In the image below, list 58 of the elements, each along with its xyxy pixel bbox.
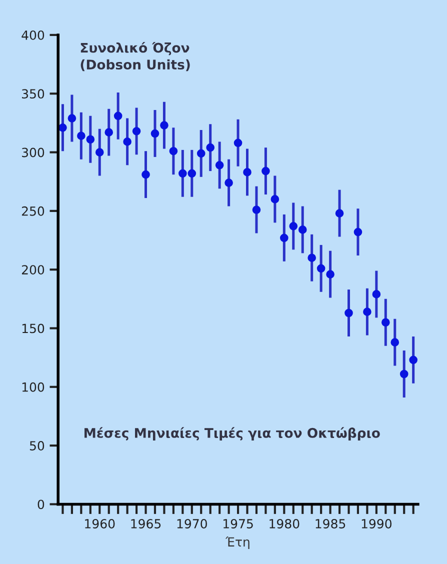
point: [270, 195, 280, 204]
x-tick-label: 1970: [177, 519, 207, 528]
point: [316, 264, 326, 273]
point: [234, 138, 242, 148]
point: [372, 290, 381, 298]
point: [289, 222, 298, 230]
point: [114, 112, 122, 120]
x-tick-label: 1965: [131, 519, 161, 528]
y-tick-label: 50: [30, 441, 44, 450]
x-tick-label: 1980: [270, 519, 300, 528]
y-tick-label: 200: [22, 265, 44, 275]
point: [262, 166, 270, 176]
point: [196, 149, 206, 158]
point: [160, 121, 168, 130]
y-tick-label: 350: [22, 89, 44, 99]
point: [280, 234, 288, 242]
y-tick-label: 400: [22, 30, 44, 40]
point: [142, 170, 150, 179]
point: [104, 128, 114, 137]
point: [178, 169, 187, 178]
point: [390, 338, 400, 346]
y-tick-label: 100: [22, 382, 44, 392]
point: [188, 169, 196, 178]
point: [206, 143, 215, 152]
point: [215, 161, 224, 170]
point: [326, 270, 334, 278]
point: [409, 356, 418, 364]
point: [243, 168, 252, 176]
point: [68, 114, 76, 122]
x-tick-label: 1985: [316, 519, 346, 528]
x-tick-label: 1975: [223, 519, 253, 528]
point: [298, 226, 307, 234]
point: [86, 135, 95, 144]
y-tick-label: 0: [38, 500, 44, 510]
y-tick-label: 150: [22, 324, 44, 334]
point: [150, 129, 160, 138]
x-tick-label: 1990: [362, 519, 392, 528]
x-axis-title: Έτη: [225, 536, 250, 550]
annotation: Μέσες Μηνιαίες Τιμές για τον Οκτώβριο: [84, 427, 380, 440]
y-axis-title: Συνολικό Όζον (Dobson Units): [80, 42, 190, 72]
point: [132, 126, 141, 136]
point: [381, 318, 390, 327]
point: [252, 206, 261, 214]
point: [354, 228, 362, 236]
point: [123, 138, 132, 146]
point: [400, 370, 408, 378]
point: [308, 254, 316, 262]
point: [95, 148, 104, 156]
y-tick-label: 300: [22, 148, 44, 158]
point: [169, 146, 178, 156]
point: [224, 178, 233, 187]
point: [335, 209, 344, 218]
point: [58, 123, 67, 132]
point: [77, 132, 86, 140]
y-tick-label: 250: [22, 206, 44, 216]
point: [363, 308, 372, 316]
x-tick-label: 1960: [85, 519, 115, 528]
point: [344, 308, 353, 318]
